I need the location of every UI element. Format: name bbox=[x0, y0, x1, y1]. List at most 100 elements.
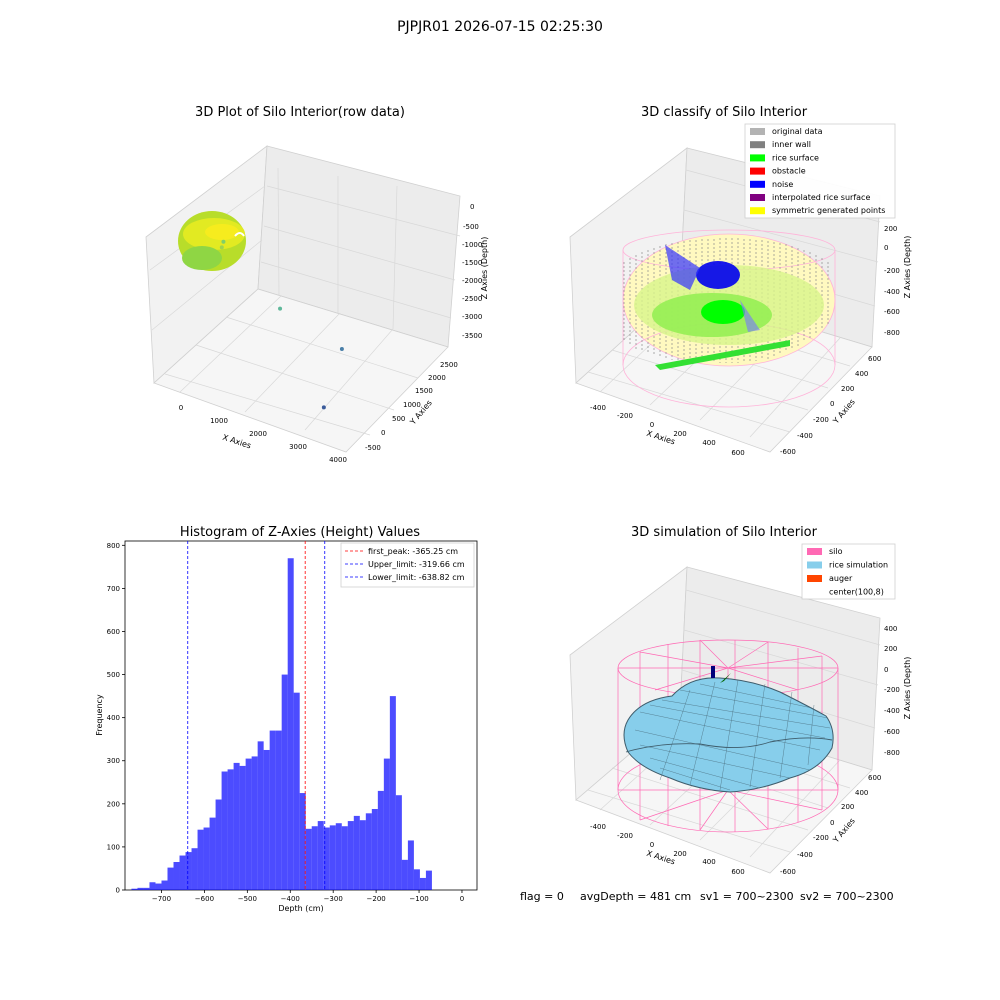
hist-bar bbox=[425, 870, 432, 890]
raw-outlier-point bbox=[339, 346, 344, 351]
hist-bar bbox=[251, 756, 258, 890]
classify-z-tick: 200 bbox=[884, 225, 897, 233]
hist-y-tick-label: 100 bbox=[107, 843, 120, 851]
raw-y-tick: 500 bbox=[392, 415, 405, 423]
hist-bar bbox=[383, 758, 390, 890]
hist-bar bbox=[329, 825, 336, 890]
classify-legend-label: rice surface bbox=[772, 153, 819, 162]
raw-x-tick: 4000 bbox=[329, 456, 347, 464]
classify-legend-label: original data bbox=[772, 127, 823, 136]
hist-bar bbox=[281, 674, 288, 890]
simulation-x-tick: 0 bbox=[650, 841, 654, 849]
simulation-x-tick: 400 bbox=[702, 858, 715, 866]
hist-bar bbox=[365, 813, 372, 890]
raw-x-tick: 1000 bbox=[210, 417, 228, 425]
simulation-legend-swatch bbox=[807, 561, 822, 569]
hist-bar bbox=[143, 887, 150, 890]
simulation-z-ticks: 400 200 0 -200 -400 -600 -800 bbox=[884, 625, 900, 757]
simulation-y-tick: 400 bbox=[855, 789, 868, 797]
simulation-z-tick: -600 bbox=[884, 728, 900, 736]
hist-bar bbox=[191, 848, 198, 890]
simulation-legend-swatch bbox=[807, 575, 822, 582]
hist-bar bbox=[227, 769, 234, 890]
classify-legend-swatch bbox=[750, 141, 765, 149]
hist-y-tick-label: 400 bbox=[107, 714, 120, 722]
raw-y-tick: 2500 bbox=[440, 361, 458, 369]
classify-z-tick: -400 bbox=[884, 288, 900, 296]
hist-bar bbox=[137, 887, 144, 890]
panel-classify: 3D classify of Silo Interior bbox=[569, 105, 912, 457]
classify-legend-label: inner wall bbox=[772, 140, 811, 149]
hist-bar bbox=[395, 795, 402, 890]
hist-x-tick-label: −500 bbox=[238, 895, 257, 903]
hist-bars bbox=[131, 558, 432, 890]
simulation-title: 3D simulation of Silo Interior bbox=[631, 525, 818, 540]
hist-bar bbox=[221, 771, 228, 890]
raw-outlier-point bbox=[221, 239, 226, 244]
hist-y-label: Frequency bbox=[95, 694, 104, 736]
raw-z-tick: -1000 bbox=[462, 241, 482, 249]
hist-bar bbox=[203, 827, 210, 890]
hist-vlines bbox=[187, 541, 326, 890]
classify-legend-label: noise bbox=[772, 180, 793, 189]
hist-bar bbox=[377, 790, 384, 890]
simulation-z-tick: 200 bbox=[884, 645, 897, 653]
raw-axes-box bbox=[145, 145, 461, 453]
simulation-x-tick: 600 bbox=[731, 868, 744, 876]
hist-bar bbox=[185, 852, 192, 890]
hist-bar bbox=[197, 829, 204, 890]
raw-z-ticks: 0 -500 -1000 -1500 -2000 -2500 -3000 -35… bbox=[462, 203, 482, 340]
classify-y-tick: 200 bbox=[841, 385, 854, 393]
hist-y-tick-label: 500 bbox=[107, 671, 120, 679]
hist-bar bbox=[131, 888, 138, 890]
hist-bar bbox=[419, 877, 426, 890]
classify-z-label: Z Axies (Depth) bbox=[903, 236, 912, 299]
hist-legend-label: Upper_limit: -319.66 cm bbox=[368, 560, 465, 569]
hist-bar bbox=[209, 817, 216, 890]
hist-x-tick-label: −600 bbox=[195, 895, 214, 903]
classify-z-ticks: 200 0 -200 -400 -600 -800 bbox=[884, 225, 900, 337]
figure-suptitle: PJPJR01 2026-07-15 02:25:30 bbox=[397, 19, 603, 35]
hist-y-ticks: 0 100 200 300 400 500 600 700 800 bbox=[107, 542, 125, 895]
raw-y-tick: 2000 bbox=[428, 374, 446, 382]
raw-x-ticks: 0 1000 2000 3000 4000 bbox=[179, 404, 347, 464]
hist-bar bbox=[149, 882, 156, 890]
classify-legend-label: symmetric generated points bbox=[772, 206, 885, 215]
hist-bar bbox=[233, 762, 240, 890]
hist-title: Histogram of Z-Axies (Height) Values bbox=[180, 525, 420, 540]
status-sv1: sv1 = 700~2300 bbox=[700, 890, 794, 903]
hist-bar bbox=[401, 859, 408, 890]
classify-y-tick: 0 bbox=[830, 400, 834, 408]
simulation-z-tick: -200 bbox=[884, 686, 900, 694]
raw-title: 3D Plot of Silo Interior(row data) bbox=[195, 105, 405, 120]
status-avg-depth: avgDepth = 481 cm bbox=[580, 890, 691, 903]
classify-x-tick: 0 bbox=[650, 421, 654, 429]
hist-y-tick-label: 600 bbox=[107, 628, 120, 636]
simulation-x-tick: 200 bbox=[673, 850, 686, 858]
hist-bar bbox=[287, 558, 294, 890]
hist-y-tick-label: 200 bbox=[107, 800, 120, 808]
hist-bar bbox=[257, 741, 264, 890]
simulation-y-tick: 0 bbox=[830, 819, 834, 827]
raw-x-tick: 3000 bbox=[289, 443, 307, 451]
raw-x-tick: 0 bbox=[179, 404, 183, 412]
panel-simulation: 3D simulation of Silo Interior bbox=[569, 525, 912, 876]
raw-z-tick: -3000 bbox=[462, 313, 482, 321]
status-line: flag = 0 avgDepth = 481 cm sv1 = 700~230… bbox=[520, 890, 894, 903]
simulation-x-ticks: -400 -200 0 200 400 600 bbox=[590, 823, 745, 876]
classify-y-tick: -400 bbox=[797, 432, 813, 440]
hist-y-tick-label: 300 bbox=[107, 757, 120, 765]
hist-bar bbox=[173, 861, 180, 890]
hist-y-tick-label: 700 bbox=[107, 585, 120, 593]
hist-bar bbox=[239, 765, 246, 890]
classify-y-ticks: -600 -400 -200 0 200 400 600 bbox=[780, 355, 881, 456]
hist-legend-label: Lower_limit: -638.82 cm bbox=[368, 573, 465, 582]
classify-legend-label: interpolated rice surface bbox=[772, 193, 870, 202]
simulation-y-tick: 200 bbox=[841, 803, 854, 811]
raw-y-tick: -500 bbox=[365, 444, 381, 452]
simulation-y-tick: -600 bbox=[780, 868, 796, 876]
raw-rice-cloud bbox=[178, 211, 246, 271]
raw-y-ticks: -500 0 500 1000 1500 2000 2500 bbox=[365, 361, 458, 452]
classify-x-tick: -200 bbox=[617, 412, 633, 420]
